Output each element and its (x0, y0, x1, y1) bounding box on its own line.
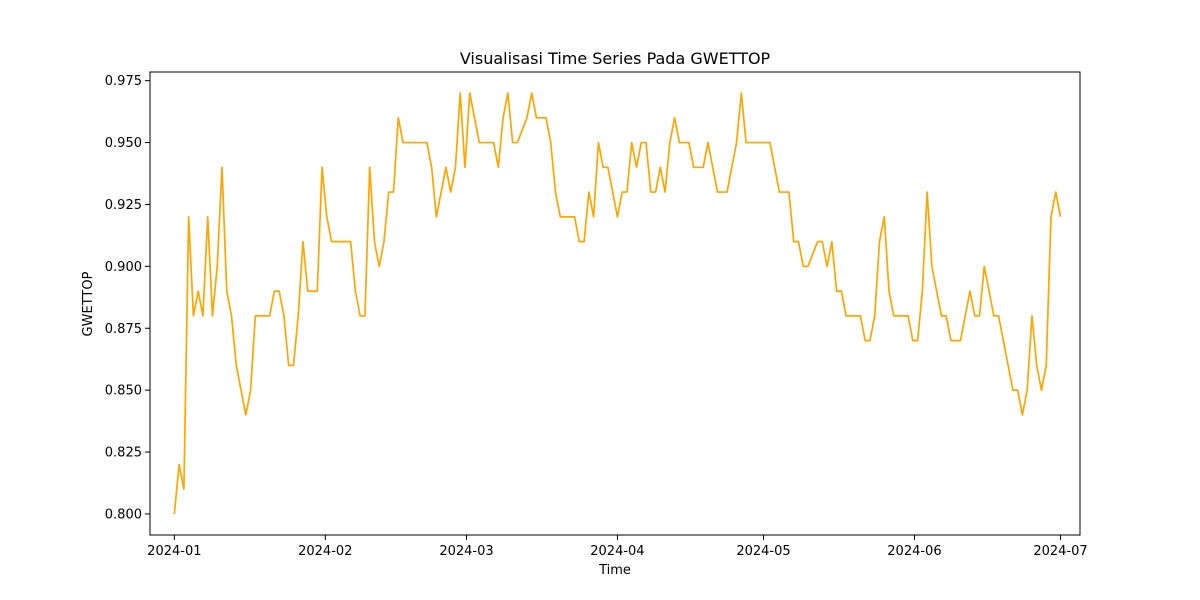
y-tick-label: 0.900 (105, 260, 142, 275)
x-tick-label: 2024-07 (1033, 544, 1087, 559)
y-tick-label: 0.950 (105, 136, 142, 151)
y-axis-label: GWETTOP (81, 271, 96, 336)
y-tick-label: 0.825 (105, 446, 142, 461)
x-tick-label: 2024-01 (147, 544, 201, 559)
series-layer (173, 92, 1062, 515)
x-tick-label: 2024-02 (298, 544, 352, 559)
chart-title: Visualisasi Time Series Pada GWETTOP (460, 49, 771, 68)
y-tick-label: 0.850 (105, 384, 142, 399)
y-axis-ticks: 0.800 0.825 0.850 0.875 0.900 0.925 0.950 0.975 (105, 74, 150, 522)
x-tick-label: 2024-05 (736, 544, 790, 559)
series-line (173, 92, 1062, 515)
y-tick-label: 0.975 (105, 74, 142, 89)
y-tick-label: 0.875 (105, 322, 142, 337)
y-tick-label: 0.800 (105, 507, 142, 522)
x-axis-label: Time (598, 563, 631, 578)
x-axis-ticks: 2024-01 2024-02 2024-03 2024-04 2024-05 2024-… (147, 535, 1088, 559)
y-tick-label: 0.925 (105, 198, 142, 213)
x-tick-label: 2024-06 (887, 544, 941, 559)
x-tick-label: 2024-04 (590, 544, 644, 559)
plot-frame (149, 71, 1081, 536)
x-tick-label: 2024-03 (439, 544, 493, 559)
